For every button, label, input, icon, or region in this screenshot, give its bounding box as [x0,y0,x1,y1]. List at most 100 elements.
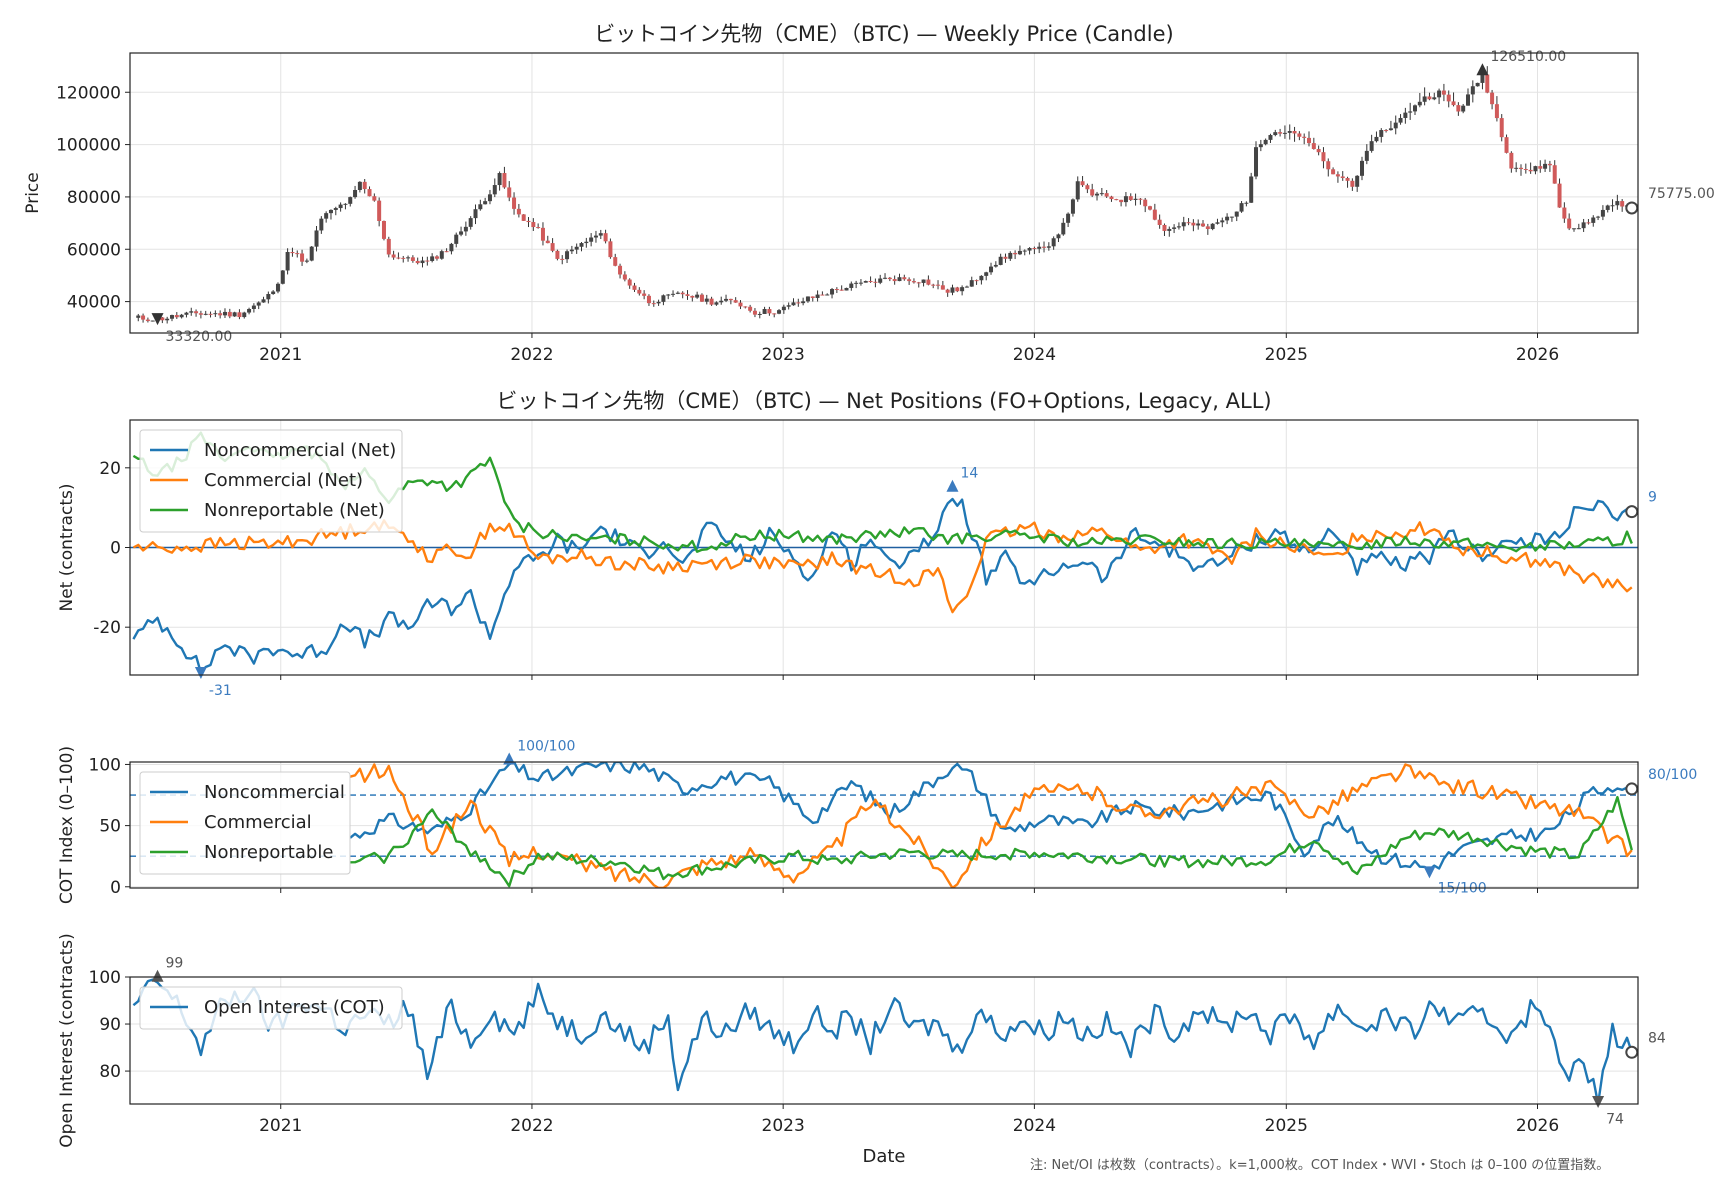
candle-body [406,257,411,259]
y-tick-label: 100 [89,968,121,988]
candle-body [1528,169,1533,172]
candle-body [1133,198,1138,200]
candle-body [752,310,757,315]
candle-body [396,257,401,259]
candle-body [1099,193,1104,195]
candle-body [1499,118,1504,138]
axes-frame [129,761,1639,889]
max-marker [1476,63,1489,76]
candle-body [497,173,502,186]
candle-body [232,312,237,317]
candle-body [603,233,608,242]
candle-body [830,289,835,295]
candle-body [873,281,878,283]
legend-label: Nonreportable (Net) [204,500,385,521]
panel-title: ビットコイン先物（CME）（BTC) — Weekly Price (Candl… [594,22,1173,46]
y-tick-label: 60000 [67,240,121,260]
y-tick-label: 100000 [56,136,121,156]
candle-body [593,235,598,238]
candle-body [300,253,305,262]
candle-body [1571,228,1576,230]
candle-body [1128,196,1133,200]
y-tick-label: 40000 [67,293,121,313]
x-tick-label: 2025 [1265,345,1308,365]
candle-body [1008,252,1013,259]
x-tick-label: 2026 [1516,345,1559,365]
candle-body [150,320,155,322]
candle-body [1461,105,1466,112]
min-label: -31 [209,683,232,699]
candle-body [401,257,406,259]
candle-body [478,204,483,210]
candle-body [468,218,473,227]
x-tick-label: 2023 [762,1116,805,1136]
candle-body [1437,90,1442,98]
candle-body [666,294,671,296]
candle-body [1485,74,1490,93]
legend-box [139,771,351,875]
candle-body [632,285,637,290]
candle-body [1509,152,1514,169]
footnote: 注: Net/OI は枚数（contracts）。k=1,000枚。COT In… [1030,1158,1610,1173]
candle-body [1176,226,1181,228]
max-label: 99 [166,956,184,972]
candle-body [883,277,888,279]
candle-body [1070,199,1075,214]
candle-body [1562,207,1567,219]
legend-label: Commercial (Net) [204,470,363,491]
candle-body [1104,193,1109,197]
candle-body [459,231,464,235]
candle-body [1384,130,1389,132]
candle-body [218,313,223,316]
candle-body [425,260,430,262]
last-marker [1625,505,1639,519]
candle-body [420,260,425,264]
candle-body [993,264,998,267]
candle-body [1379,130,1384,137]
candle-body [1364,150,1369,161]
legend: Noncommercial Commercial Nonreportable [139,771,351,875]
x-tick-label: 2022 [510,345,553,365]
candle-body [637,289,642,294]
candle-body [1432,97,1437,100]
legend-label: Commercial [204,812,312,833]
candle-body [353,190,358,198]
candle-body [222,311,227,316]
candle-body [1278,132,1283,134]
candle-body [911,281,916,283]
candle-body [1095,193,1100,196]
candle-body [1152,209,1157,220]
y-axis-label: COT Index (0–100) [57,746,77,904]
candle-body [333,208,338,210]
legend-box [139,429,403,533]
legend-label: Noncommercial (Net) [204,440,396,461]
candle-body [439,251,444,259]
x-axis-label: Date [862,1146,905,1167]
candle-body [1369,141,1374,151]
candle-body [1321,152,1326,162]
candle-body [328,209,333,214]
candle-body [516,208,521,215]
candle-body [714,302,719,305]
y-tick-label: 90 [99,1015,121,1035]
legend-label: Noncommercial [204,782,345,803]
candle-body [136,315,141,318]
candle-body [584,241,589,244]
candle-body [989,266,994,273]
candle-body [1552,165,1557,184]
candle-body [1451,101,1456,106]
candle-body [1355,175,1360,187]
candle-body [1408,111,1413,113]
min-label: 74 [1606,1111,1624,1127]
y-tick-label: 0 [110,539,121,559]
candle-body [1567,218,1572,229]
candle-body [386,238,391,255]
candle-body [1229,216,1234,218]
candle-body [319,218,324,231]
candle-body [266,294,271,300]
x-tick-label: 2021 [259,345,302,365]
candle-body [1417,101,1422,106]
candle-body [1191,222,1196,226]
candle-body [1287,131,1292,133]
candle-body [1504,137,1509,153]
